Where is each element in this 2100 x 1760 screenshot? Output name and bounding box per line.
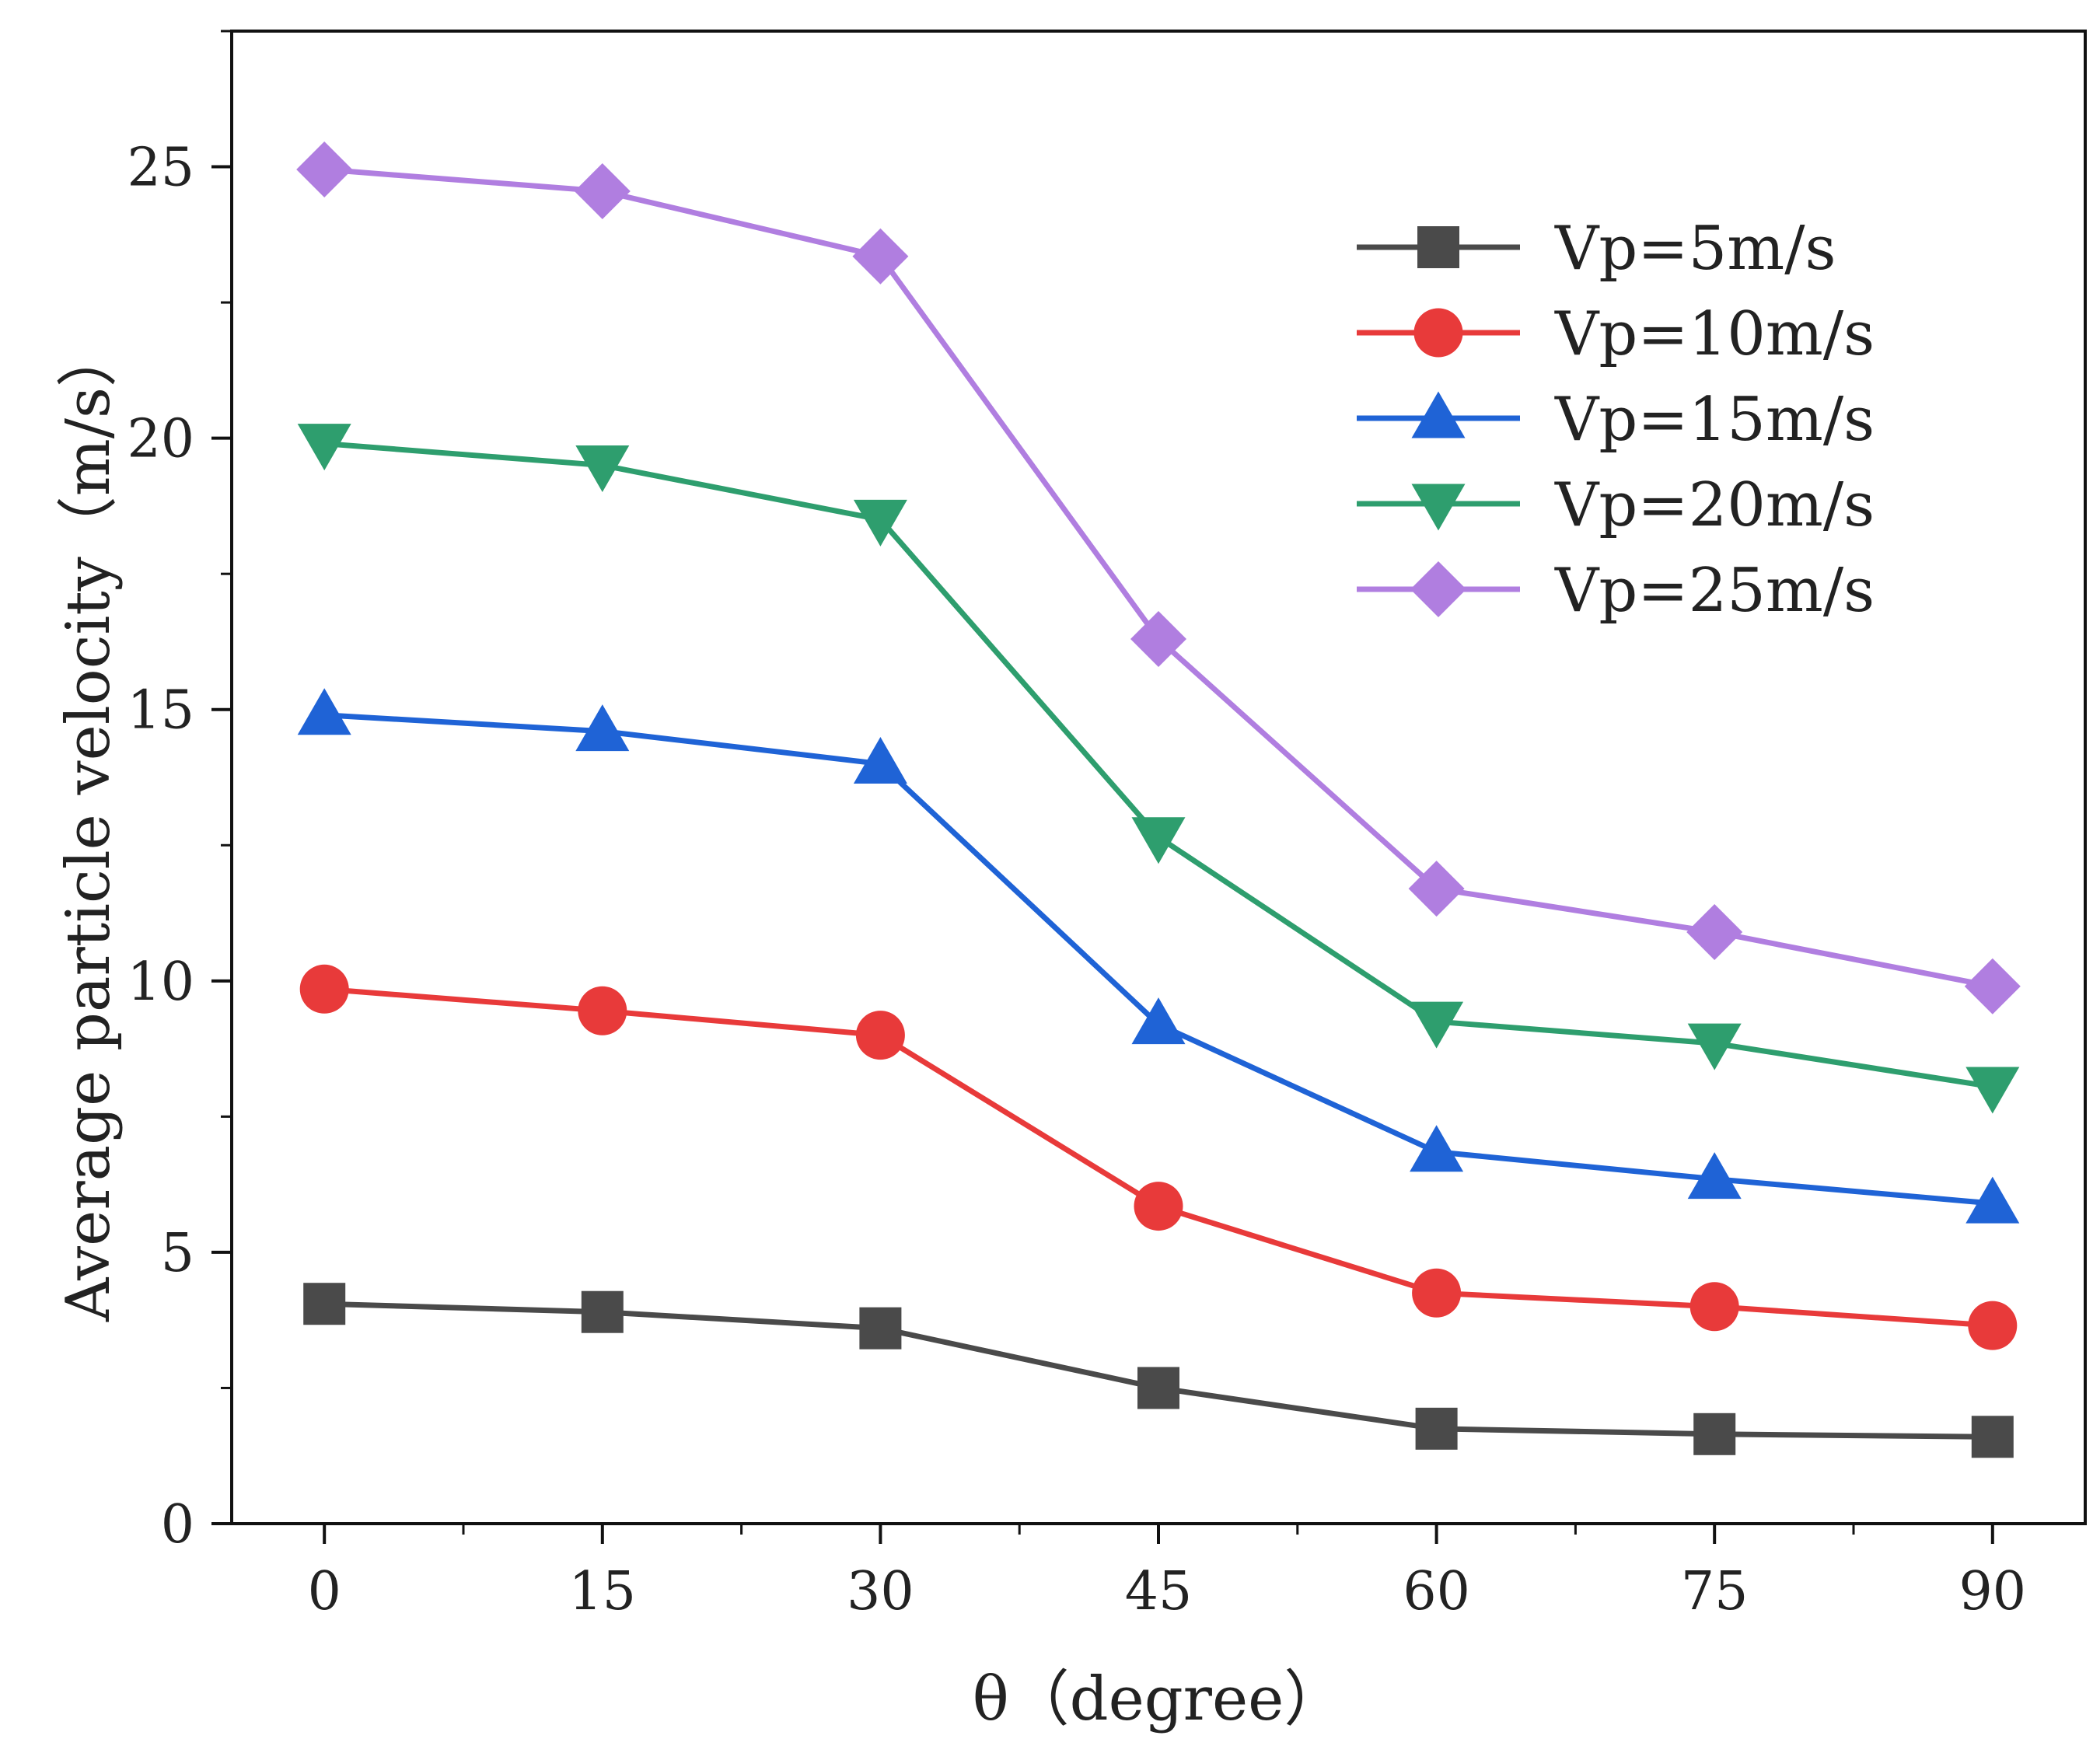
- data-point: [1686, 903, 1743, 960]
- x-tick-label: 60: [1403, 1561, 1470, 1622]
- data-point: [1410, 1125, 1464, 1172]
- data-point: [296, 141, 353, 198]
- data-point: [852, 228, 909, 285]
- data-point: [575, 445, 630, 493]
- legend-marker: [1417, 226, 1459, 268]
- series-group: [299, 964, 2018, 1350]
- data-point: [853, 737, 907, 784]
- x-axis-title: θ（degree）: [973, 1664, 1345, 1734]
- legend-label: Vp=10m/s: [1554, 299, 1875, 369]
- data-point: [1968, 1301, 2018, 1350]
- data-point: [1687, 1023, 1742, 1070]
- series-group: [296, 141, 2021, 1014]
- x-tick-label: 15: [569, 1561, 637, 1622]
- x-tick-label: 45: [1125, 1561, 1193, 1622]
- data-point: [1131, 997, 1186, 1045]
- series-lines: [296, 141, 2021, 1458]
- y-tick-label: 5: [161, 1223, 194, 1284]
- legend: Vp=5m/s Vp=10m/s Vp=15m/s Vp=20m/s Vp=25m/s: [1357, 214, 1875, 626]
- data-point: [1137, 1367, 1179, 1409]
- legend-marker: [1411, 391, 1466, 438]
- x-tick-label: 90: [1959, 1561, 2027, 1622]
- data-point: [1134, 1182, 1183, 1231]
- data-point: [1971, 1416, 2014, 1458]
- y-tick-label: 25: [127, 138, 194, 199]
- y-tick-label: 10: [127, 952, 194, 1013]
- data-point: [1412, 1268, 1462, 1318]
- series-group: [297, 688, 2020, 1224]
- data-point: [1408, 861, 1465, 917]
- legend-label: Vp=15m/s: [1554, 385, 1875, 455]
- data-point: [1130, 610, 1186, 667]
- data-point: [1964, 958, 2021, 1014]
- data-point: [578, 986, 627, 1035]
- data-point: [1965, 1067, 2020, 1114]
- x-tick-label: 75: [1681, 1561, 1749, 1622]
- legend-marker: [1410, 561, 1466, 617]
- legend-marker: [1413, 308, 1463, 358]
- legend-label: Vp=20m/s: [1554, 470, 1875, 540]
- data-point: [1965, 1176, 2020, 1224]
- data-point: [1689, 1282, 1739, 1332]
- axes: 0 15 30 45 60 75 90 0 5 10 15 20 25: [127, 30, 2087, 1622]
- y-tick-label: 15: [127, 680, 194, 742]
- data-point: [859, 1307, 902, 1350]
- data-point: [1687, 1152, 1742, 1200]
- data-point: [581, 1290, 624, 1333]
- data-point: [299, 964, 349, 1014]
- data-point: [297, 688, 351, 735]
- data-point: [1415, 1407, 1458, 1450]
- data-point: [303, 1283, 346, 1325]
- data-point: [574, 162, 631, 219]
- data-point: [1693, 1413, 1736, 1455]
- y-axis-title: Average particle velocity（m/s）: [54, 327, 124, 1322]
- data-point: [575, 704, 630, 752]
- data-point: [297, 424, 351, 471]
- data-point: [853, 499, 907, 547]
- y-tick-label: 0: [161, 1494, 194, 1556]
- series-group: [303, 1283, 2014, 1458]
- data-point: [855, 1011, 905, 1060]
- data-point: [1131, 817, 1186, 864]
- data-point: [1410, 1001, 1464, 1049]
- series-group: [297, 424, 2020, 1114]
- legend-marker: [1411, 484, 1466, 531]
- legend-label: Vp=25m/s: [1554, 556, 1875, 626]
- legend-label: Vp=5m/s: [1554, 214, 1836, 284]
- y-tick-label: 20: [127, 409, 194, 470]
- x-tick-label: 0: [308, 1561, 341, 1622]
- x-tick-label: 30: [847, 1561, 914, 1622]
